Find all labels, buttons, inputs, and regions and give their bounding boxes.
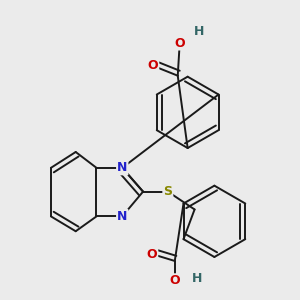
Text: N: N	[117, 161, 128, 174]
Text: O: O	[147, 248, 157, 260]
Text: N: N	[117, 210, 128, 223]
Text: O: O	[169, 274, 180, 287]
Text: O: O	[174, 37, 185, 50]
Text: O: O	[148, 59, 158, 72]
Text: H: H	[194, 25, 205, 38]
Text: H: H	[191, 272, 202, 285]
Text: S: S	[163, 185, 172, 198]
